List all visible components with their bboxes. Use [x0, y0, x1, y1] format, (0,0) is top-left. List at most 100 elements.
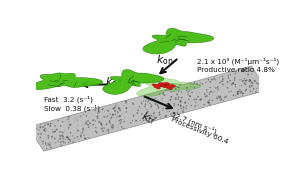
Point — [94, 131, 99, 134]
Point — [232, 79, 237, 82]
Point — [157, 92, 162, 95]
Point — [253, 79, 257, 82]
Point — [121, 127, 126, 130]
Point — [157, 113, 162, 116]
Point — [66, 126, 71, 129]
Point — [200, 106, 204, 109]
Point — [179, 96, 184, 99]
Point — [194, 92, 199, 95]
Point — [235, 90, 240, 93]
Text: Processivity 60.4: Processivity 60.4 — [170, 116, 229, 145]
Point — [46, 143, 51, 146]
Point — [142, 96, 147, 99]
Point — [181, 110, 185, 113]
Point — [88, 122, 92, 125]
Point — [181, 108, 186, 112]
Point — [242, 77, 247, 80]
Point — [243, 83, 248, 86]
Point — [226, 76, 230, 79]
Point — [46, 134, 51, 137]
Point — [161, 91, 165, 94]
Point — [95, 117, 100, 120]
Point — [179, 104, 183, 107]
Point — [167, 88, 172, 91]
Point — [58, 137, 62, 140]
Point — [237, 85, 242, 88]
Point — [152, 117, 157, 120]
Point — [195, 83, 199, 86]
Point — [105, 115, 110, 118]
Point — [234, 70, 238, 73]
Point — [243, 79, 247, 82]
Point — [103, 124, 108, 127]
Point — [205, 90, 209, 93]
Point — [122, 116, 127, 119]
Point — [143, 107, 148, 110]
Point — [154, 116, 159, 119]
Point — [251, 77, 255, 80]
Point — [254, 87, 259, 90]
Point — [59, 135, 63, 138]
Point — [148, 102, 152, 105]
Point — [71, 141, 75, 144]
Point — [84, 121, 89, 124]
Point — [121, 104, 126, 107]
Point — [172, 102, 177, 105]
Point — [100, 124, 104, 127]
Point — [207, 93, 212, 96]
Point — [112, 107, 117, 110]
Point — [146, 98, 151, 101]
Point — [232, 76, 237, 79]
Point — [111, 107, 115, 110]
Point — [95, 112, 100, 115]
Point — [81, 129, 85, 132]
Point — [206, 78, 211, 81]
Point — [161, 109, 165, 112]
Point — [179, 107, 184, 110]
Point — [173, 88, 178, 91]
Point — [228, 73, 233, 76]
Point — [225, 86, 230, 89]
Point — [169, 95, 174, 98]
Point — [184, 104, 189, 107]
Point — [251, 92, 255, 95]
Point — [111, 126, 115, 129]
Point — [247, 80, 252, 83]
Point — [131, 102, 135, 105]
Point — [68, 140, 73, 143]
Point — [221, 78, 225, 81]
Point — [215, 97, 219, 100]
Point — [119, 125, 124, 128]
Point — [211, 91, 215, 94]
Point — [75, 136, 80, 139]
Point — [116, 126, 120, 129]
Point — [110, 124, 115, 127]
Point — [91, 119, 95, 122]
Point — [117, 115, 122, 118]
Point — [152, 98, 157, 101]
Point — [237, 78, 242, 81]
Point — [208, 91, 213, 94]
Point — [86, 136, 90, 139]
Point — [43, 130, 48, 133]
Polygon shape — [152, 84, 164, 89]
Point — [149, 103, 154, 106]
Point — [66, 136, 70, 139]
Point — [254, 91, 258, 94]
Point — [217, 76, 221, 79]
Point — [42, 128, 47, 131]
Point — [184, 107, 188, 110]
Point — [91, 123, 96, 126]
Point — [61, 132, 66, 135]
Point — [145, 119, 150, 122]
Point — [173, 98, 178, 101]
Point — [141, 119, 146, 122]
Point — [43, 133, 48, 136]
Point — [109, 116, 114, 119]
Point — [85, 123, 90, 126]
Point — [82, 122, 87, 125]
Point — [128, 121, 133, 124]
Point — [63, 138, 67, 141]
Point — [66, 118, 70, 121]
Point — [113, 104, 118, 107]
